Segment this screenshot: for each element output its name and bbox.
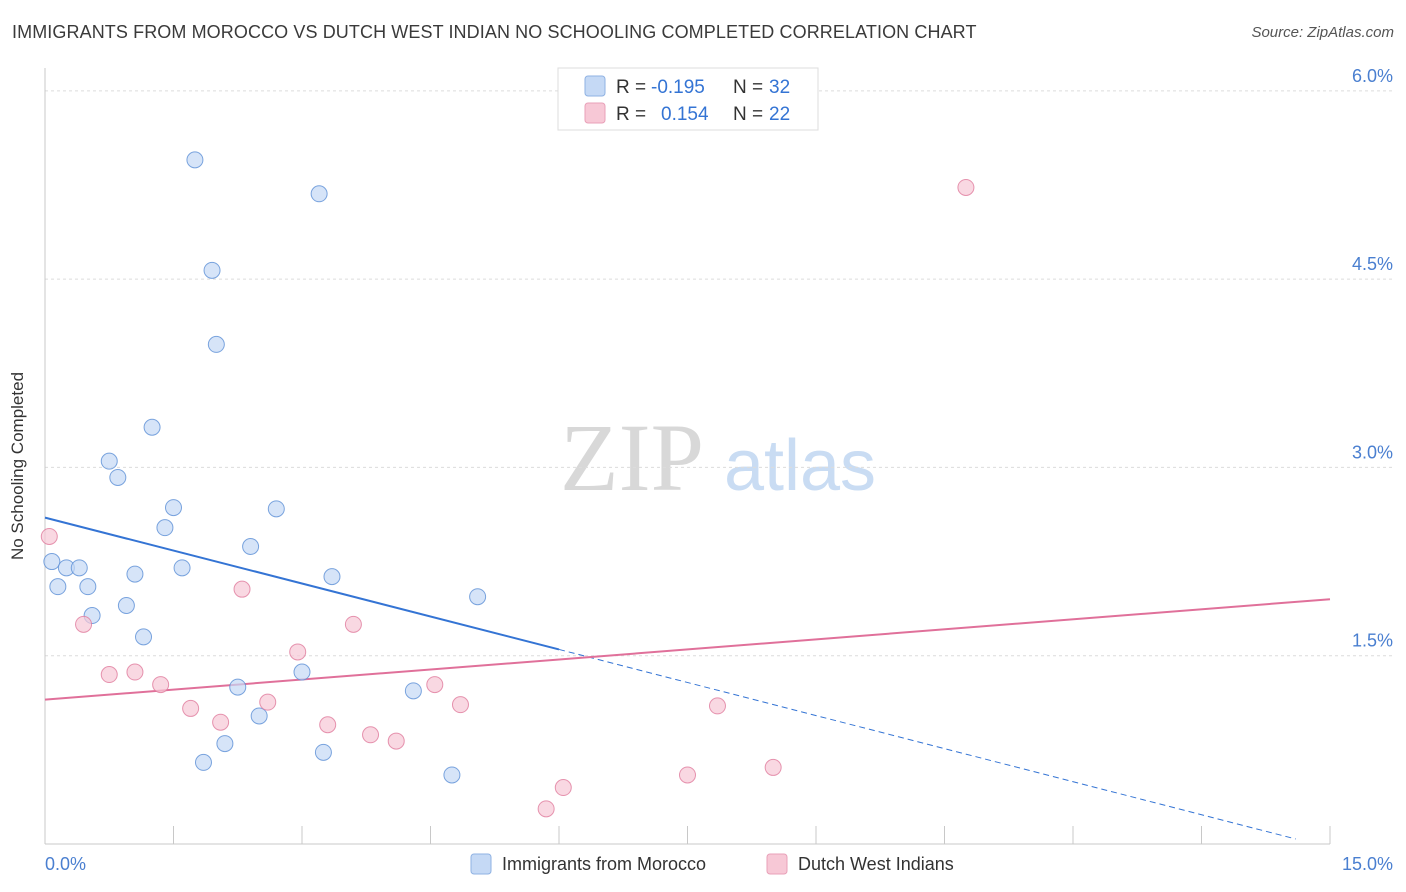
dutch-west-indian-point	[708, 697, 726, 715]
morocco-point	[229, 678, 247, 696]
morocco-point	[143, 418, 161, 436]
morocco-trendline	[44, 516, 560, 651]
dutch-west-indian-point	[554, 779, 572, 797]
y-tick-label: 4.5%	[1352, 254, 1393, 274]
y-tick-label: 1.5%	[1352, 631, 1393, 651]
morocco-point	[126, 565, 144, 583]
watermark-zip: ZIP	[560, 404, 704, 511]
morocco-point	[310, 185, 328, 203]
morocco-point	[156, 519, 174, 537]
dutch-west-indian-point	[100, 666, 118, 684]
legend-r-value-1: -0.195	[651, 77, 705, 98]
source-label: Source: ZipAtlas.com	[1251, 24, 1394, 41]
morocco-point	[216, 735, 234, 753]
dutch-west-indian-point	[126, 663, 144, 681]
dutch-west-indian-trendline	[44, 598, 1331, 701]
trendlines	[44, 516, 1331, 840]
legend-n-label-2: N =	[733, 104, 763, 125]
dutch-west-indian-point	[75, 615, 93, 633]
dutch-west-indian-point	[152, 676, 170, 694]
morocco-point	[469, 588, 487, 606]
dutch-west-indian-point	[233, 580, 251, 598]
data-points	[40, 151, 975, 818]
x-tick-label: 15.0%	[1342, 854, 1393, 874]
dutch-west-indian-point	[182, 699, 200, 717]
dutch-west-indian-point	[344, 615, 362, 633]
dutch-west-indian-point	[387, 732, 405, 750]
correlation-legend: R = -0.195 N = 32 R = 0.154 N = 22	[557, 67, 819, 131]
legend-r-label-2: R =	[616, 104, 646, 125]
legend-swatch-blue	[584, 75, 606, 97]
dutch-west-indian-point	[679, 766, 696, 784]
morocco-point	[117, 596, 135, 614]
morocco-point	[79, 578, 97, 596]
morocco-point	[314, 743, 332, 761]
series-label-morocco: Immigrants from Morocco	[502, 854, 706, 874]
axes: 1.5% 3.0% 4.5% 6.0% 0.0% 15.0%	[44, 66, 1393, 874]
dutch-west-indian-point	[426, 676, 444, 694]
morocco-point	[165, 499, 182, 517]
dutch-west-indian-point	[451, 696, 469, 714]
morocco-point	[100, 452, 118, 470]
dutch-west-indian-point	[289, 643, 307, 661]
series-legend: Immigrants from Morocco Dutch West India…	[470, 853, 954, 875]
legend-n-value-2: 22	[769, 104, 790, 125]
morocco-point	[242, 537, 260, 555]
dutch-west-indian-point	[362, 726, 380, 744]
dutch-west-indian-point	[764, 758, 782, 776]
morocco-point	[443, 766, 461, 784]
morocco-point	[293, 663, 311, 681]
morocco-point	[203, 261, 221, 279]
legend-n-value-1: 32	[769, 77, 790, 98]
y-tick-label: 6.0%	[1352, 66, 1393, 86]
watermark-atlas: atlas	[724, 426, 876, 506]
dutch-west-indian-point	[537, 800, 555, 818]
gridlines	[45, 90, 1392, 657]
dutch-west-indian-point	[212, 713, 230, 731]
dutch-west-indian-point	[259, 693, 277, 711]
morocco-point	[404, 682, 422, 700]
morocco-point	[43, 553, 61, 571]
dutch-west-indian-point	[40, 527, 58, 545]
morocco-trendline-extension	[558, 648, 1296, 840]
legend-swatch-pink	[584, 102, 606, 124]
morocco-point	[186, 151, 204, 169]
morocco-point	[109, 468, 127, 486]
morocco-point	[173, 559, 191, 577]
morocco-point	[70, 559, 88, 577]
morocco-point	[323, 568, 341, 586]
series-label-dutch-west-indians: Dutch West Indians	[798, 854, 954, 874]
dutch-west-indian-point	[957, 178, 975, 196]
morocco-point	[49, 578, 67, 596]
morocco-point	[207, 335, 225, 353]
x-tick-label: 0.0%	[45, 854, 86, 874]
y-tick-label: 3.0%	[1352, 442, 1393, 462]
chart-title: IMMIGRANTS FROM MOROCCO VS DUTCH WEST IN…	[12, 22, 977, 42]
morocco-point	[194, 753, 212, 771]
legend-r-value-2: 0.154	[661, 104, 709, 125]
series-swatch-blue	[470, 853, 492, 875]
morocco-point	[267, 500, 285, 518]
morocco-point	[250, 707, 268, 725]
dutch-west-indian-point	[319, 716, 337, 734]
legend-n-label-1: N =	[733, 77, 763, 98]
series-swatch-pink	[766, 853, 788, 875]
morocco-point	[135, 628, 153, 646]
legend-r-label-1: R =	[616, 77, 646, 98]
